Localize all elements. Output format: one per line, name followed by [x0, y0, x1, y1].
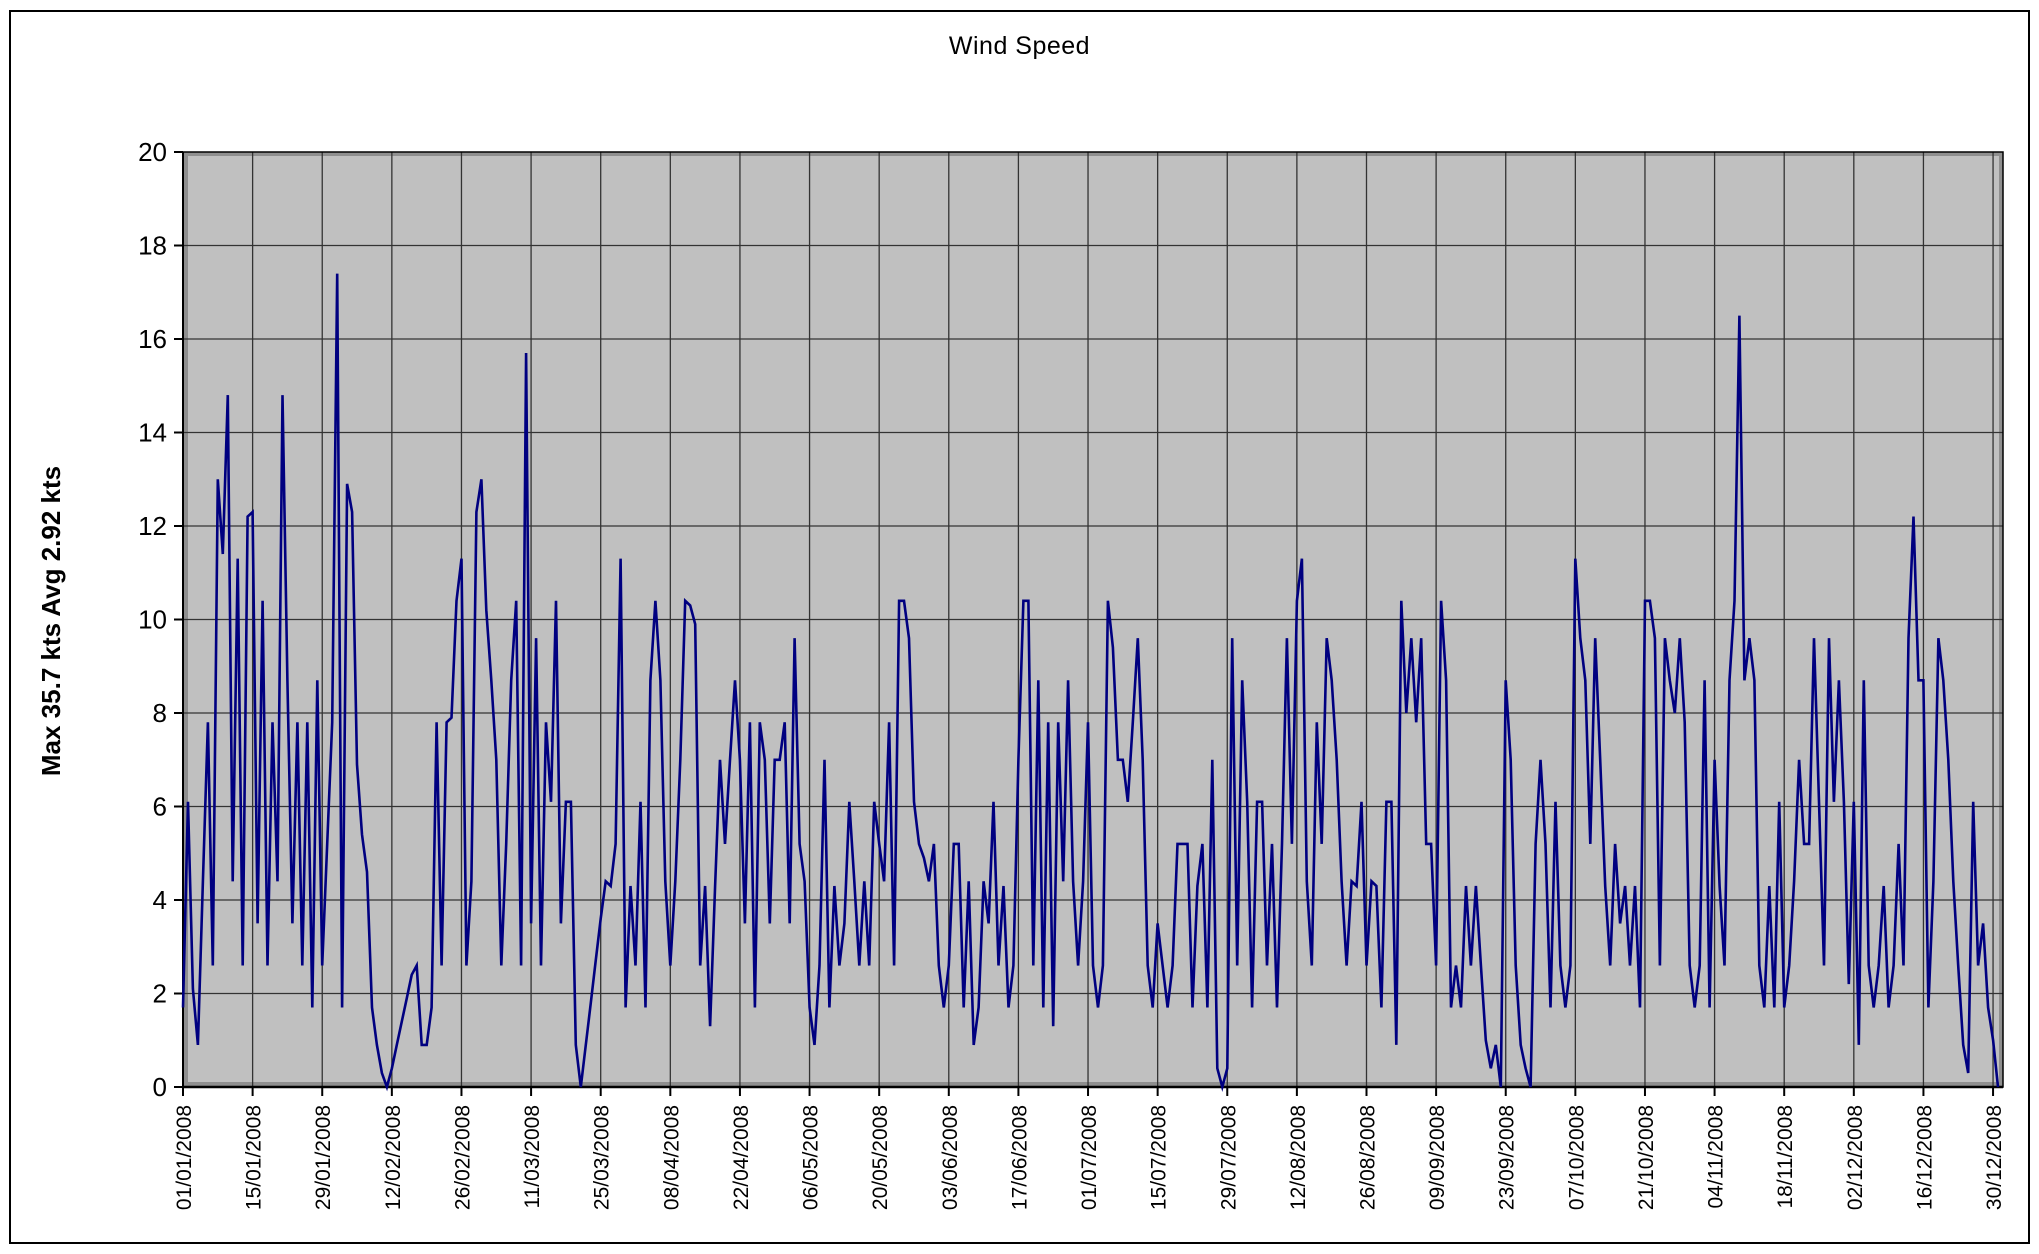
x-tick-label: 15/01/2008 [243, 1105, 266, 1210]
chart-title: Wind Speed [948, 32, 1091, 60]
y-tick-label: 12 [138, 511, 167, 541]
y-tick-label: 18 [138, 231, 167, 261]
x-tick-label: 04/11/2008 [1705, 1105, 1728, 1209]
x-tick-label: 02/12/2008 [1844, 1105, 1867, 1210]
x-tick-label: 30/12/2008 [1983, 1105, 2006, 1210]
x-tick-label: 26/08/2008 [1356, 1105, 1379, 1210]
y-tick-label: 6 [153, 792, 167, 822]
y-tick-label: 4 [153, 885, 167, 915]
wind-speed-line [181, 273, 2000, 1093]
x-tick-label: 17/06/2008 [1008, 1105, 1031, 1210]
x-tick-label: 15/07/2008 [1148, 1105, 1171, 1210]
x-tick-label: 07/10/2008 [1565, 1105, 1588, 1210]
x-tick-label: 08/04/2008 [660, 1105, 683, 1210]
x-tick-label: 29/01/2008 [312, 1105, 335, 1210]
y-tick-label: 0 [153, 1072, 167, 1102]
x-tick-label: 23/09/2008 [1496, 1105, 1519, 1210]
y-tick-label: 20 [138, 137, 167, 167]
plot-shade-bottom [183, 1082, 2003, 1087]
x-tick-label: 09/09/2008 [1426, 1105, 1449, 1210]
x-tick-label: 06/05/2008 [800, 1105, 823, 1210]
x-tick-label: 01/01/2008 [173, 1105, 196, 1210]
x-tick-label: 16/12/2008 [1913, 1105, 1936, 1210]
y-tick-label: 16 [138, 324, 167, 354]
x-tick-label: 26/02/2008 [451, 1105, 474, 1210]
y-tick-label: 14 [138, 418, 167, 448]
x-tick-label: 11/03/2008 [521, 1105, 544, 1209]
x-tick-label: 12/08/2008 [1287, 1105, 1310, 1210]
x-tick-label: 21/10/2008 [1635, 1105, 1658, 1210]
x-tick-label: 20/05/2008 [869, 1105, 892, 1210]
y-tick-label: 2 [153, 979, 167, 1009]
plot-shade-top [183, 152, 2003, 156]
x-tick-label: 18/11/2008 [1774, 1105, 1797, 1209]
y-tick-label: 10 [138, 605, 167, 635]
y-tick-label: 8 [153, 698, 167, 728]
x-tick-label: 01/07/2008 [1078, 1105, 1101, 1210]
x-tick-label: 29/07/2008 [1217, 1105, 1240, 1210]
x-tick-label: 12/02/2008 [382, 1105, 405, 1210]
x-tick-label: 03/06/2008 [939, 1105, 962, 1210]
x-tick-label: 25/03/2008 [591, 1105, 614, 1210]
x-tick-label: 22/04/2008 [730, 1105, 753, 1210]
